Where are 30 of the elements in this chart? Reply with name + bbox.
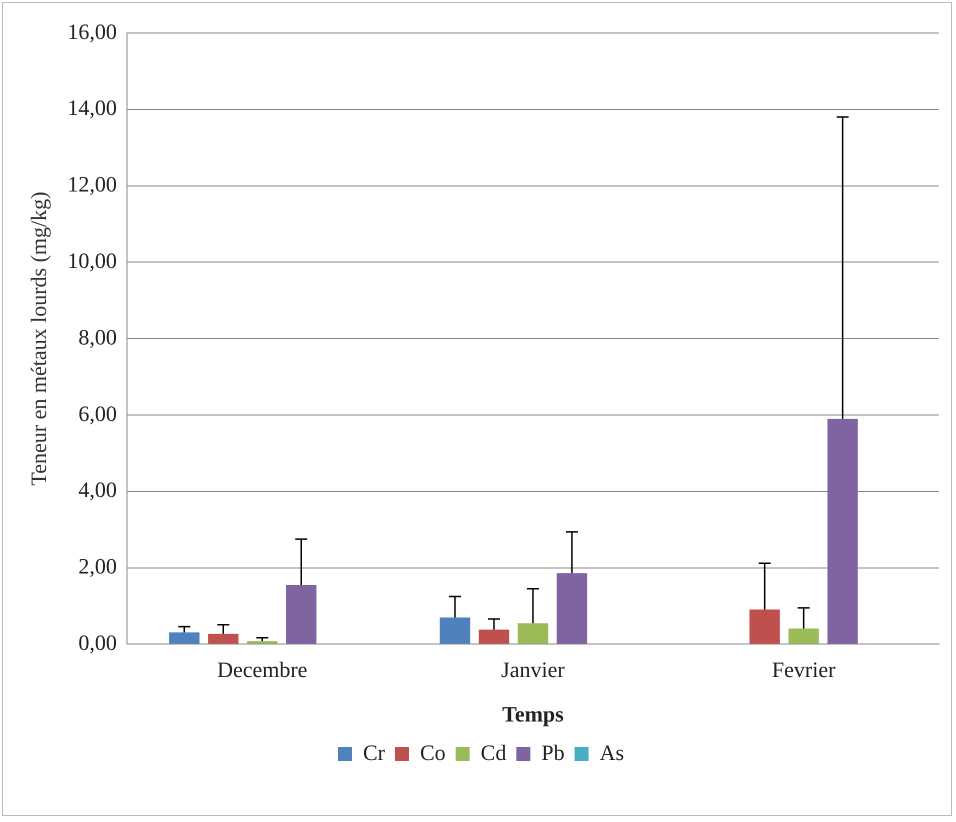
- x-tick-label: Janvier: [501, 657, 566, 682]
- y-tick-label: 4,00: [78, 477, 117, 502]
- legend-label: Pb: [541, 740, 565, 765]
- y-tick-label: 0,00: [78, 630, 117, 655]
- legend-label: Co: [420, 740, 446, 765]
- legend-label: As: [600, 740, 624, 765]
- bar: [478, 630, 510, 644]
- bar: [556, 573, 588, 644]
- bar: [286, 584, 316, 644]
- y-tick-label: 12,00: [67, 172, 117, 197]
- bar: [440, 617, 470, 644]
- y-axis-title: Teneur en métaux lourds (mg/kg): [26, 192, 51, 486]
- bar: [788, 628, 819, 644]
- y-tick-label: 6,00: [78, 400, 117, 426]
- x-tick-label: Decembre: [217, 657, 308, 682]
- x-tick-label: Fevrier: [772, 657, 836, 682]
- y-tick-label: 10,00: [67, 248, 117, 273]
- legend-label: Cr: [362, 740, 386, 765]
- bar: [827, 418, 858, 644]
- bar: [518, 623, 548, 644]
- bar: [169, 632, 200, 644]
- bar: [749, 609, 780, 644]
- y-tick-label: 14,00: [67, 95, 117, 120]
- legend-label: Cd: [480, 740, 506, 765]
- x-axis-title: Temps: [502, 701, 564, 726]
- bar: [208, 634, 238, 644]
- y-tick-label: 2,00: [78, 554, 117, 579]
- bar: [247, 641, 278, 644]
- y-tick-label: 16,00: [67, 18, 117, 44]
- y-tick-label: 8,00: [78, 324, 117, 350]
